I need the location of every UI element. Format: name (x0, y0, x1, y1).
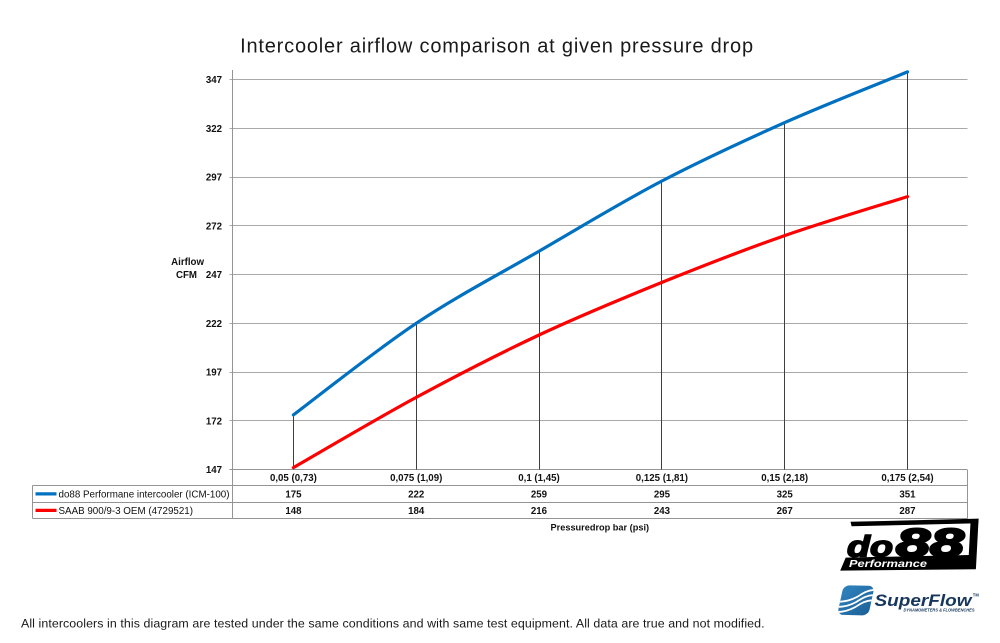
svg-text:Pressuredrop bar (psi): Pressuredrop bar (psi) (551, 523, 650, 533)
svg-text:222: 222 (206, 319, 222, 330)
svg-text:267: 267 (777, 506, 793, 517)
svg-text:222: 222 (408, 490, 424, 501)
svg-text:SAAB 900/9-3 OEM (4729521): SAAB 900/9-3 OEM (4729521) (59, 506, 194, 517)
svg-text:0,175 (2,54): 0,175 (2,54) (881, 473, 933, 484)
svg-text:272: 272 (206, 221, 222, 232)
svg-text:do: do (847, 530, 893, 563)
svg-text:351: 351 (899, 490, 916, 501)
svg-text:184: 184 (408, 506, 425, 517)
svg-text:CFM: CFM (176, 270, 197, 281)
svg-text:295: 295 (654, 490, 671, 501)
svg-text:243: 243 (654, 506, 671, 517)
svg-text:0,15 (2,18): 0,15 (2,18) (761, 473, 808, 484)
svg-text:147: 147 (206, 465, 222, 476)
svg-text:148: 148 (285, 506, 302, 517)
svg-text:259: 259 (531, 490, 548, 501)
svg-text:347: 347 (206, 75, 222, 86)
svg-text:0,125 (1,81): 0,125 (1,81) (636, 473, 688, 484)
svg-text:TM: TM (973, 593, 980, 598)
svg-text:216: 216 (531, 506, 548, 517)
svg-text:325: 325 (777, 490, 794, 501)
svg-text:Intercooler airflow comparison: Intercooler airflow comparison at given … (240, 36, 754, 58)
svg-text:do88 Performane intercooler (I: do88 Performane intercooler (ICM-100) (59, 489, 230, 500)
svg-text:0,1 (1,45): 0,1 (1,45) (518, 473, 559, 484)
svg-text:175: 175 (285, 490, 302, 501)
svg-text:DYNAMOMETERS & FLOWBENCHES: DYNAMOMETERS & FLOWBENCHES (904, 608, 976, 613)
svg-text:SuperFlow: SuperFlow (875, 591, 974, 610)
svg-text:172: 172 (206, 416, 222, 427)
svg-text:287: 287 (899, 506, 915, 517)
svg-text:247: 247 (206, 270, 222, 281)
svg-text:297: 297 (206, 173, 222, 184)
svg-text:0,075 (1,09): 0,075 (1,09) (390, 473, 442, 484)
svg-text:197: 197 (206, 368, 222, 379)
svg-text:Performance: Performance (849, 559, 928, 570)
svg-text:All intercoolers in this diagr: All intercoolers in this diagram are tes… (21, 617, 765, 631)
svg-text:Airflow: Airflow (171, 257, 204, 268)
svg-text:322: 322 (206, 124, 222, 135)
svg-text:0,05 (0,73): 0,05 (0,73) (270, 473, 317, 484)
svg-text:88: 88 (896, 521, 965, 565)
